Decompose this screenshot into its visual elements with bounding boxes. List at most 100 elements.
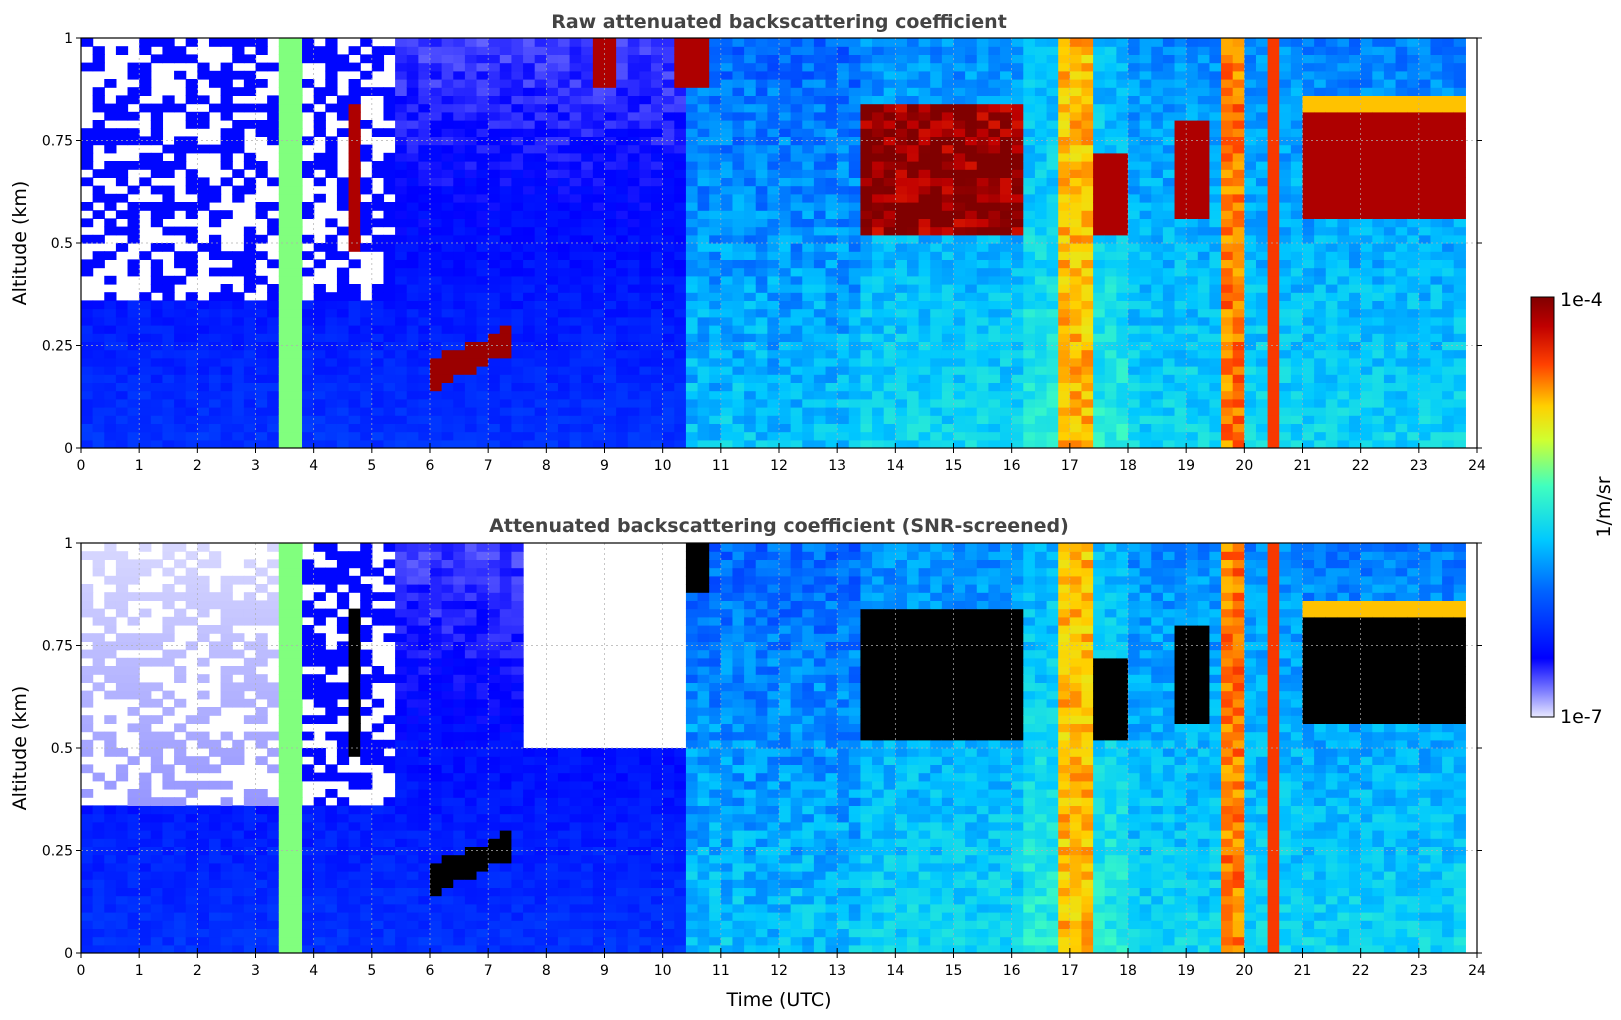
heatmap-cell — [464, 79, 478, 88]
heatmap-cell — [779, 185, 792, 195]
heatmap-cell — [906, 177, 920, 187]
heatmap-cell — [651, 398, 664, 408]
heatmap-cell — [1255, 161, 1269, 170]
heatmap-cell — [651, 439, 664, 448]
heatmap-cell — [674, 366, 687, 375]
heatmap-cell — [1000, 210, 1013, 219]
heatmap-cell — [848, 415, 862, 424]
heatmap-cell — [92, 382, 105, 392]
heatmap-cell — [569, 46, 582, 55]
heatmap-cell — [1104, 243, 1117, 252]
heatmap-cell — [1162, 70, 1176, 80]
heatmap-cell — [709, 292, 722, 301]
heatmap-cell — [1244, 210, 1257, 219]
heatmap-cell — [627, 398, 640, 408]
heatmap-cell — [1255, 185, 1269, 195]
heatmap-cell — [802, 226, 815, 236]
heatmap-cell — [744, 120, 757, 129]
heatmap-cell — [720, 357, 734, 367]
heatmap-cell — [755, 128, 768, 137]
heatmap-cell — [755, 284, 768, 293]
heatmap-cell — [1046, 185, 1059, 195]
heatmap-cell — [546, 243, 559, 252]
heatmap-cell — [918, 259, 931, 269]
heatmap-cell — [464, 234, 478, 244]
heatmap-cell — [1000, 38, 1013, 47]
heatmap-cell — [162, 169, 175, 178]
heatmap-cell — [1290, 202, 1304, 211]
heatmap-cell — [150, 243, 164, 252]
heatmap-cell — [348, 152, 361, 162]
heatmap-cell — [639, 325, 652, 334]
heatmap-cell — [174, 259, 187, 269]
heatmap-cell — [534, 46, 547, 55]
heatmap-cell — [441, 210, 454, 219]
heatmap-cell — [1279, 234, 1292, 244]
heatmap-cell — [941, 128, 955, 137]
heatmap-cell — [1209, 333, 1222, 342]
heatmap-cell — [930, 38, 943, 47]
heatmap-cell — [523, 218, 536, 228]
heatmap-cell — [1209, 259, 1222, 269]
heatmap-cell — [941, 407, 955, 416]
heatmap-cell — [790, 226, 803, 236]
heatmap-cell — [1232, 259, 1245, 269]
heatmap-cell — [1081, 439, 1094, 448]
heatmap-cell — [243, 423, 257, 433]
heatmap-cell — [755, 95, 768, 105]
heatmap-cell — [418, 308, 431, 318]
heatmap-cell — [569, 226, 582, 236]
heatmap-cell — [1081, 70, 1094, 80]
heatmap-cell — [1197, 152, 1211, 162]
panel-raw: Raw attenuated backscattering coefficien… — [9, 11, 1486, 474]
heatmap-cell — [476, 103, 489, 113]
heatmap-cell — [790, 185, 803, 195]
heatmap-cell — [732, 210, 745, 219]
heatmap-cell — [616, 152, 629, 162]
heatmap-cell — [441, 79, 454, 88]
heatmap-cell — [883, 120, 896, 129]
heatmap-cell — [860, 357, 873, 367]
heatmap-cell — [1093, 251, 1106, 260]
heatmap-cell — [813, 218, 827, 228]
heatmap-cell — [185, 357, 198, 367]
heatmap-cell — [243, 316, 257, 326]
heatmap-cell — [557, 374, 571, 383]
heatmap-cell — [162, 292, 175, 301]
heatmap-cell — [1081, 62, 1094, 72]
heatmap-cell — [941, 259, 955, 269]
heatmap-cell — [546, 218, 559, 228]
heatmap-cell — [1279, 333, 1292, 342]
heatmap-cell — [1314, 218, 1327, 228]
heatmap-cell — [360, 374, 373, 383]
heatmap-cell — [883, 259, 896, 269]
heatmap-cell — [1069, 431, 1083, 441]
heatmap-cell — [511, 374, 524, 383]
heatmap-cell — [1197, 234, 1211, 244]
heatmap-cell — [592, 136, 606, 146]
heatmap-cell — [313, 177, 326, 187]
heatmap-cell — [115, 374, 129, 383]
heatmap-cell — [267, 333, 280, 342]
heatmap-cell — [336, 292, 350, 301]
heatmap-cell — [220, 70, 233, 80]
heatmap-cell — [383, 341, 396, 351]
heatmap-cell — [360, 349, 373, 359]
heatmap-cell — [813, 349, 827, 359]
heatmap-cell — [488, 193, 501, 203]
heatmap-cell — [406, 357, 419, 367]
heatmap-cell — [604, 161, 617, 170]
heatmap-cell — [662, 177, 675, 187]
heatmap-cell — [348, 292, 361, 301]
heatmap-cell — [685, 177, 699, 187]
heatmap-cell — [685, 62, 699, 72]
heatmap-cell — [1186, 423, 1199, 433]
heatmap-cell — [767, 161, 780, 170]
heatmap-cell — [837, 144, 850, 154]
heatmap-cell — [115, 398, 129, 408]
heatmap-cell — [81, 357, 94, 367]
heatmap-cell — [557, 251, 571, 260]
heatmap-cell — [534, 357, 547, 367]
heatmap-cell — [1162, 407, 1176, 416]
heatmap-cell — [872, 193, 885, 203]
